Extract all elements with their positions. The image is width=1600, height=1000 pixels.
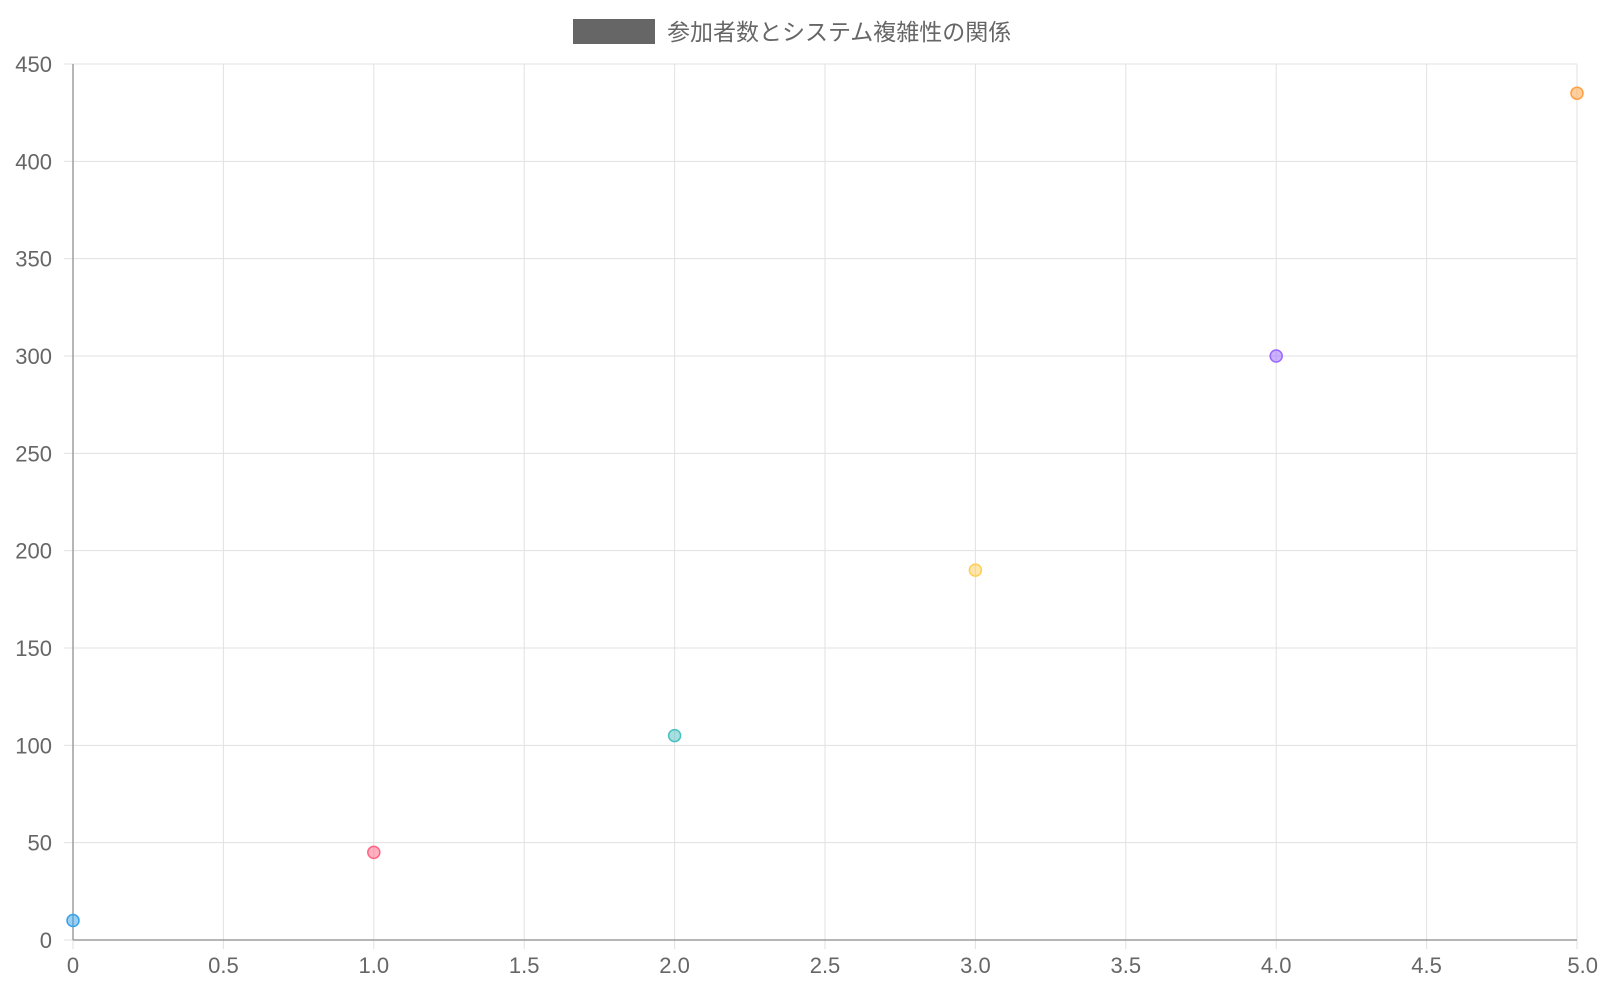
y-tick-label: 250 — [15, 441, 52, 466]
y-tick-label: 150 — [15, 636, 52, 661]
legend-label: 参加者数とシステム複雑性の関係 — [667, 20, 1011, 46]
legend-swatch — [573, 19, 655, 44]
x-tick-label: 3.5 — [1111, 953, 1142, 978]
x-tick-label: 3.0 — [960, 953, 991, 978]
y-tick-label: 50 — [28, 831, 52, 856]
data-points — [66, 86, 1584, 928]
x-tick-label: 1.0 — [359, 953, 390, 978]
data-point[interactable] — [1570, 86, 1584, 100]
x-tick-label: 4.0 — [1261, 953, 1292, 978]
x-tick-label: 2.5 — [810, 953, 841, 978]
x-tick-label: 0.5 — [208, 953, 239, 978]
grid — [64, 63, 1578, 949]
tick-labels: 0 0.5 1.0 1.5 2.0 2.5 3.0 3.5 4.0 4.5 5.0 0 50 100 150… — [15, 52, 1598, 978]
x-tick-label: 4.5 — [1411, 953, 1442, 978]
x-tick-label: 2.0 — [659, 953, 690, 978]
data-point[interactable] — [667, 728, 682, 743]
y-tick-label: 200 — [15, 539, 52, 564]
data-point[interactable] — [968, 563, 983, 577]
data-point[interactable] — [1269, 349, 1283, 363]
y-tick-label: 350 — [15, 247, 52, 272]
y-tick-label: 450 — [15, 52, 52, 77]
data-point[interactable] — [367, 845, 381, 860]
x-tick-label: 0 — [67, 953, 79, 978]
data-point[interactable] — [66, 913, 80, 928]
x-tick-label: 1.5 — [509, 953, 540, 978]
y-tick-label: 0 — [40, 928, 52, 953]
axes — [72, 64, 1577, 941]
y-tick-label: 300 — [15, 344, 52, 369]
y-tick-label: 400 — [15, 149, 52, 174]
y-tick-label: 100 — [15, 733, 52, 758]
x-tick-label: 5.0 — [1567, 953, 1598, 978]
legend[interactable]: 参加者数とシステム複雑性の関係 — [573, 19, 1011, 46]
